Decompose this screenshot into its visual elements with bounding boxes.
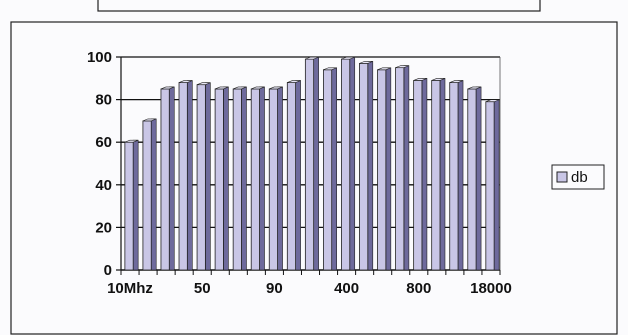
bar-series-db — [124, 56, 500, 271]
bar-top — [377, 67, 391, 71]
bar-side — [439, 78, 446, 271]
y-tick-label: 40 — [95, 177, 112, 194]
bar — [359, 62, 369, 271]
bar — [322, 69, 333, 271]
bar-side — [132, 139, 139, 271]
bar-top — [124, 139, 139, 143]
bar-top — [449, 80, 464, 83]
bar-top — [341, 56, 355, 60]
bar — [449, 82, 459, 271]
bar — [214, 88, 224, 271]
bar-top — [395, 65, 410, 68]
x-tick-label: 10Mhz — [107, 280, 153, 297]
bar-side — [331, 67, 337, 271]
bar — [377, 69, 387, 271]
legend-swatch — [556, 171, 568, 183]
bar-side — [277, 86, 283, 271]
legend-box — [551, 164, 605, 190]
y-tick-label: 80 — [95, 92, 112, 109]
bar-top — [160, 86, 175, 90]
bar — [160, 88, 170, 271]
y-tick-label: 60 — [95, 134, 112, 151]
bar-side — [493, 99, 500, 271]
bar-top — [269, 86, 283, 90]
bar-top — [359, 61, 373, 64]
bar-side — [475, 86, 482, 271]
bar-top — [287, 80, 301, 83]
bar-top — [413, 78, 428, 81]
bar-top — [178, 80, 193, 83]
bar-side — [150, 118, 157, 271]
x-tick-label: 90 — [266, 280, 283, 297]
bar-top — [323, 67, 337, 71]
chart-border — [10, 21, 618, 335]
y-tick-label: 100 — [87, 49, 112, 66]
bar — [485, 101, 495, 271]
legend-label-db: db — [571, 169, 588, 186]
bar-side — [259, 86, 265, 271]
x-tick-label: 50 — [194, 280, 211, 297]
x-tick-label: 18000 — [470, 280, 512, 297]
bar-top — [233, 86, 247, 90]
bar-top — [485, 99, 500, 103]
bar — [341, 58, 351, 271]
bar-side — [421, 78, 428, 271]
caption-box — [97, 0, 541, 12]
bar — [232, 88, 242, 271]
bar-top — [214, 86, 229, 90]
bar-top — [251, 86, 265, 90]
bar — [304, 58, 315, 271]
legend: db — [551, 164, 605, 190]
y-tick-label: 0 — [104, 262, 112, 279]
bar-top — [196, 82, 211, 85]
x-tick-label: 800 — [406, 280, 431, 297]
bar-side — [457, 80, 464, 271]
bar — [467, 88, 477, 271]
bar-top — [467, 86, 482, 90]
bar-top — [305, 56, 319, 60]
bar-side — [205, 82, 211, 271]
bar-side — [313, 56, 319, 271]
bar-top — [431, 78, 446, 81]
bar-top — [142, 118, 157, 122]
bar — [178, 82, 188, 271]
x-tick-label: 400 — [334, 280, 359, 297]
bar-side — [349, 56, 356, 271]
bar — [286, 82, 297, 271]
bar — [196, 84, 206, 271]
y-tick-label: 20 — [95, 219, 112, 236]
bar-side — [295, 80, 301, 271]
bar — [124, 141, 134, 271]
bar-side — [385, 67, 392, 271]
y-axis: 0 20 40 60 80 100 — [87, 49, 121, 279]
bar-side — [187, 80, 193, 271]
bar-side — [223, 86, 229, 271]
bar — [395, 67, 405, 271]
bar-side — [367, 61, 374, 271]
bar — [413, 80, 423, 271]
bar — [250, 88, 260, 271]
bar-side — [241, 86, 247, 271]
x-axis: 10Mhz 50 90 400 800 18000 — [107, 270, 512, 297]
bar — [142, 120, 152, 271]
bar — [268, 88, 278, 271]
bar-side — [403, 65, 410, 271]
bar-side — [168, 86, 175, 271]
bar — [431, 80, 441, 271]
